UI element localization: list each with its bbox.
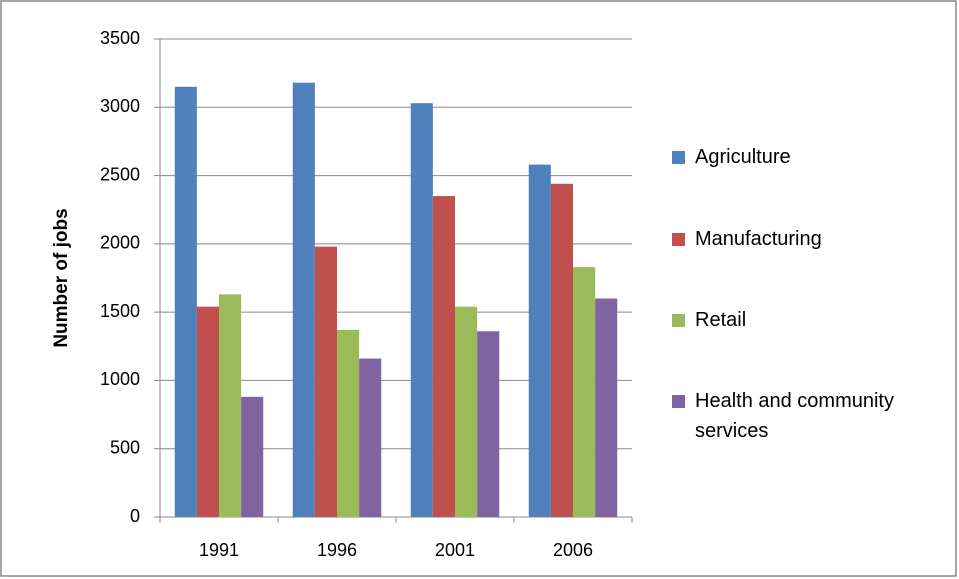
bar (174, 86, 197, 518)
bar (550, 183, 573, 517)
bar (432, 196, 455, 518)
legend-swatch (672, 151, 685, 164)
y-tick-label: 0 (130, 506, 140, 526)
bar (337, 329, 360, 517)
legend-item: Manufacturing (672, 224, 952, 254)
legend-item: Retail (672, 305, 952, 335)
bar (455, 306, 478, 517)
bar (573, 267, 596, 517)
legend-label: Retail (695, 309, 747, 331)
bar (528, 164, 551, 517)
y-axis-title: Number of jobs (51, 208, 72, 347)
legend-swatch (672, 233, 685, 246)
y-tick-label: 2000 (100, 233, 140, 253)
bar (241, 396, 264, 517)
y-tick-label: 2500 (100, 164, 140, 184)
x-tick-label: 2001 (435, 540, 475, 560)
bar (595, 298, 618, 517)
bar (359, 358, 382, 517)
legend-swatch (672, 395, 685, 408)
y-tick-label: 500 (110, 437, 140, 457)
y-tick-label: 1000 (100, 369, 140, 389)
bar (314, 246, 337, 518)
bar (410, 103, 433, 517)
legend-item: Agriculture (672, 142, 952, 172)
x-tick-label: 1996 (317, 540, 357, 560)
y-tick-label: 1500 (100, 301, 140, 321)
legend-swatch (672, 314, 685, 327)
legend-label: Health and community services (695, 390, 894, 442)
x-tick-label: 2006 (553, 540, 593, 560)
legend-item: Health and community services (672, 386, 952, 446)
bar (292, 82, 315, 518)
legend-label: Manufacturing (695, 228, 822, 250)
bar (477, 331, 500, 517)
legend-label: Agriculture (695, 146, 791, 168)
x-tick-label: 1991 (199, 540, 239, 560)
bar (196, 306, 219, 517)
y-tick-label: 3500 (100, 28, 140, 48)
bar (219, 294, 242, 517)
y-tick-label: 3000 (100, 96, 140, 116)
